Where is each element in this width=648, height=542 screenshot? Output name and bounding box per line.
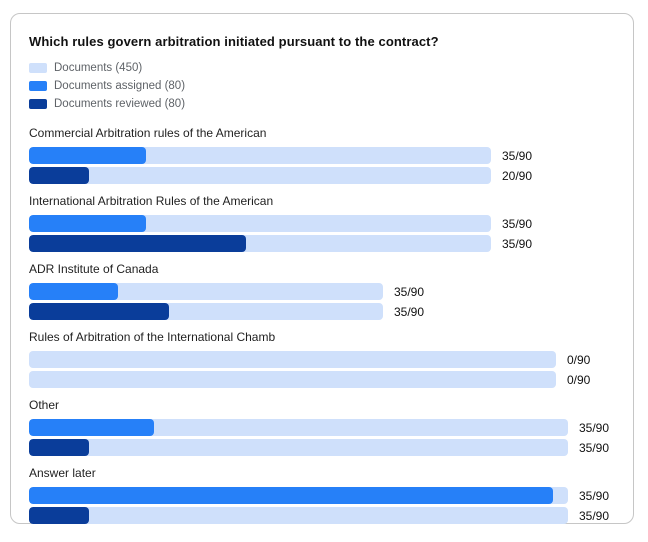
bar-track[interactable] [29,487,568,504]
bar-fill[interactable] [29,147,146,164]
bar-track[interactable] [29,351,556,368]
bar-track[interactable] [29,371,556,388]
bar-track[interactable] [29,235,491,252]
category-label: ADR Institute of Canada [29,262,159,276]
bar-value-label: 35/90 [394,304,425,319]
bar-fill[interactable] [29,419,154,436]
bar-value-label: 35/90 [579,420,610,435]
category-label: Commercial Arbitration rules of the Amer… [29,126,267,140]
bar-row: 35/90 [29,147,615,164]
legend-swatch-icon [29,63,47,73]
bar-row: 35/90 [29,507,615,524]
chart-group: Answer later 35/90 35/90 [29,466,615,524]
chart-group: Commercial Arbitration rules of the Amer… [29,126,615,184]
legend-item-label: Documents (450) [54,62,143,74]
bar-fill[interactable] [29,487,553,504]
legend-item[interactable]: Documents reviewed (80) [29,95,615,113]
bar-fill[interactable] [29,283,118,300]
bar-fill[interactable] [29,215,146,232]
chart-group: Other 35/90 35/90 [29,398,615,456]
category-label: Answer later [29,466,96,480]
bar-value-label: 0/90 [567,372,591,387]
bar-value-label: 35/90 [579,488,610,503]
chart-legend: Documents (450) Documents assigned (80) … [29,59,615,113]
bar-track[interactable] [29,167,491,184]
legend-item[interactable]: Documents (450) [29,59,615,77]
chart-group: Rules of Arbitration of the Internationa… [29,330,615,388]
legend-item-label: Documents reviewed (80) [54,98,186,110]
legend-item-label: Documents assigned (80) [54,80,186,92]
bar-row: 0/90 [29,351,615,368]
bar-track[interactable] [29,303,383,320]
bar-value-label: 20/90 [502,168,533,183]
question-title: Which rules govern arbitration initiated… [29,34,439,49]
bar-value-label: 0/90 [567,352,591,367]
legend-item[interactable]: Documents assigned (80) [29,77,615,95]
chart-group: ADR Institute of Canada 35/90 35/90 [29,262,615,320]
category-label: Other [29,398,60,412]
bar-fill[interactable] [29,235,246,252]
bar-fill[interactable] [29,167,89,184]
legend-swatch-icon [29,81,47,91]
bar-row: 35/90 [29,215,615,232]
bar-row: 35/90 [29,419,615,436]
bar-row: 35/90 [29,487,615,504]
bar-value-label: 35/90 [502,216,533,231]
bar-value-label: 35/90 [502,236,533,251]
chart-group: International Arbitration Rules of the A… [29,194,615,252]
bar-track[interactable] [29,507,568,524]
survey-chart-card: Which rules govern arbitration initiated… [10,13,634,524]
bar-value-label: 35/90 [394,284,425,299]
bar-fill[interactable] [29,439,89,456]
chart-groups: Commercial Arbitration rules of the Amer… [29,126,615,524]
legend-swatch-icon [29,99,47,109]
bar-fill[interactable] [29,303,169,320]
bar-track[interactable] [29,439,568,456]
bar-track[interactable] [29,215,491,232]
bar-fill[interactable] [29,507,89,524]
bar-value-label: 35/90 [579,440,610,455]
bar-row: 35/90 [29,303,615,320]
bar-value-label: 35/90 [579,508,610,523]
bar-row: 35/90 [29,439,615,456]
category-label: Rules of Arbitration of the Internationa… [29,330,276,344]
bar-row: 35/90 [29,283,615,300]
bar-row: 20/90 [29,167,615,184]
bar-row: 35/90 [29,235,615,252]
bar-row: 0/90 [29,371,615,388]
bar-track[interactable] [29,419,568,436]
bar-value-label: 35/90 [502,148,533,163]
bar-track[interactable] [29,147,491,164]
category-label: International Arbitration Rules of the A… [29,194,274,208]
bar-track[interactable] [29,283,383,300]
